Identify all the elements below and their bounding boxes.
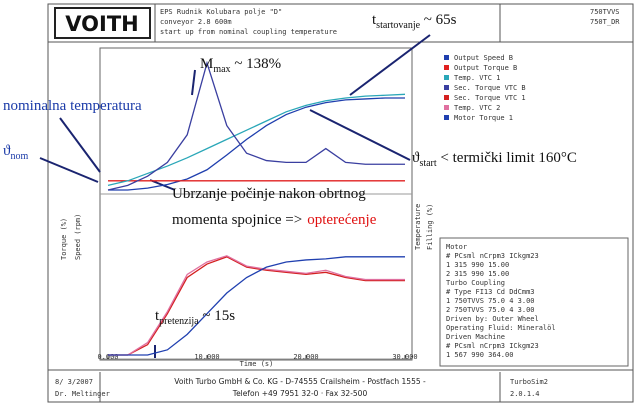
legend-label: Sec. Torque VTC 1: [454, 94, 526, 102]
legend-label: Output Torque B: [454, 64, 517, 72]
annotation: ϑstart < termički limit 160°C: [412, 150, 577, 169]
series-line: [108, 256, 405, 356]
annotation-rest: ~ 65s: [420, 12, 457, 28]
y2-axis-label: Filling (%): [426, 204, 434, 250]
footer-company: Voith Turbo GmbH & Co. KG - D-74555 Crai…: [174, 377, 426, 386]
header-right: 750T_DR: [590, 18, 620, 26]
legend-swatch: [444, 65, 449, 70]
header-line: EPS Rudnik Kolubara polje "D": [160, 8, 282, 16]
page-frame: [47, 3, 634, 403]
info-line: 1 750TVVS 75.0 4 3.00: [446, 297, 535, 305]
legend-swatch: [444, 85, 449, 90]
footer-software: TurboSim2: [510, 378, 548, 386]
x-tick-label: 10.000: [194, 353, 219, 361]
annotation-sub: max: [213, 64, 230, 75]
annotation: Mmax ~ 138%: [200, 56, 281, 75]
info-line: # PCsml nCrpm3 ICkgm23: [446, 342, 539, 350]
legend-label: Sec. Torque VTC B: [454, 84, 526, 92]
arrow: [191, 69, 196, 96]
arrow: [309, 109, 411, 161]
info-line: 1 315 990 15.00: [446, 261, 509, 269]
annotation-sub: nom: [10, 151, 28, 162]
legend-swatch: [444, 75, 449, 80]
footer-date: 8/ 3/2007: [55, 378, 93, 386]
annotation-arrows: [39, 34, 431, 358]
annotation: tpretenzija ~ 15s: [155, 308, 235, 327]
annotation-rest: ~ 138%: [231, 56, 282, 72]
footer-software: 2.0.1.4: [510, 390, 540, 398]
legend-label: Temp. VTC 1: [454, 74, 500, 82]
annotation: ϑnom: [3, 143, 28, 162]
plot-frame: [99, 47, 413, 361]
arrow: [39, 157, 99, 183]
logo-box: [54, 7, 151, 39]
info-line: 2 750TVVS 75.0 4 3.00: [446, 306, 535, 314]
annotation-sub: pretenzija: [159, 316, 199, 327]
annotation-text: momenta spojnice =>: [172, 212, 302, 228]
x-tick-label: 30.000: [392, 353, 417, 361]
series-line: [108, 256, 405, 356]
info-line: Driven Machine: [446, 333, 505, 341]
info-line: Motor: [446, 243, 467, 251]
annotation: tstartovanje ~ 65s: [372, 12, 457, 31]
legend-swatch: [444, 105, 449, 110]
info-line: 1 567 990 364.00: [446, 351, 513, 359]
annotation: Ubrzanje počinje nakon obrtnog: [172, 186, 366, 202]
header-line: conveyor 2.8 600m: [160, 18, 232, 26]
info-line: Operating Fluid: Mineralöl: [446, 324, 556, 332]
x-tick-label: 0.000: [97, 353, 118, 361]
annotation-text: t: [155, 308, 160, 324]
annotation-text: Ubrzanje počinje nakon obrtnog: [172, 186, 366, 202]
footer-phone: Telefon +49 7951 32-0 · Fax 32-500: [232, 389, 368, 398]
legend-swatch: [444, 55, 449, 60]
annotation-rest: ~ 15s: [199, 308, 236, 324]
series-line: [108, 255, 405, 356]
y2-axis-label: Temperature: [414, 204, 422, 250]
legend-swatch: [444, 95, 449, 100]
legend-label: Temp. VTC 2: [454, 104, 500, 112]
annotation-text: nominalna temperatura: [3, 98, 142, 114]
annotation-text: ϑ: [412, 150, 420, 166]
annotation-sub: startovanje: [376, 20, 420, 31]
arrow: [59, 117, 101, 173]
info-line: 2 315 990 15.00: [446, 270, 509, 278]
info-line: Turbo Coupling: [446, 279, 505, 287]
legend-label: Motor Torque 1: [454, 114, 513, 122]
info-box: [439, 237, 629, 367]
y-axis-label: Torque (%): [60, 218, 68, 260]
logo: VOITH: [65, 12, 138, 36]
info-line: Driven by: Outer Wheel: [446, 315, 539, 323]
series-line: [107, 60, 405, 191]
annotation-rest: < termički limit 160°C: [437, 150, 577, 166]
header-right: 750TVVS: [590, 8, 620, 16]
annotation-text: t: [372, 12, 377, 28]
legend-label: Output Speed B: [454, 54, 513, 62]
footer-author: Dr. Meltinger: [55, 390, 110, 398]
annotation-highlight: opterećenje: [307, 212, 376, 228]
annotation: momenta spojnice => opterećenje: [172, 212, 377, 228]
info-line: # PCsml nCrpm3 ICkgm23: [446, 252, 539, 260]
x-tick-label: 20.000: [293, 353, 318, 361]
arrow: [349, 34, 431, 96]
info-line: # Type FI13 Cd DdCmm3: [446, 288, 535, 296]
annotation-sub: start: [419, 158, 436, 169]
series-line: [108, 97, 405, 191]
annotation-text: ϑ: [3, 143, 11, 159]
x-axis-label: Time (s): [240, 360, 274, 368]
y-axis-label: Speed (rpm): [74, 214, 82, 260]
legend-swatch: [444, 115, 449, 120]
annotation: nominalna temperatura: [3, 98, 142, 114]
annotation-text: M: [200, 56, 213, 72]
header-line: start up from nominal coupling temperatu…: [160, 28, 337, 36]
